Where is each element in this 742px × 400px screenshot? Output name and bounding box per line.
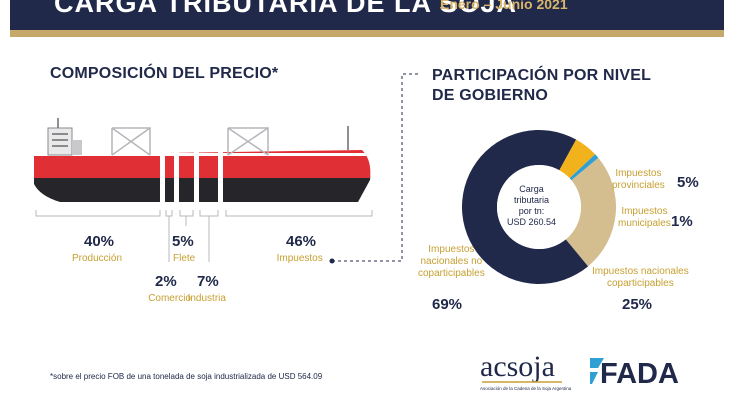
government-share-title: PARTICIPACIÓN POR NIVEL DE GOBIERNO — [432, 66, 651, 106]
donut-category-1: Impuestos provinciales — [612, 168, 665, 191]
price-value-0: 40% — [84, 233, 115, 250]
header-accent-line — [10, 30, 724, 37]
ship-hull-red — [34, 150, 371, 178]
acsoja-logo-text: acsoja — [480, 350, 555, 383]
price-value-4: 46% — [286, 233, 317, 250]
donut-slice-3 — [565, 157, 617, 267]
price-category-1: Comercio — [148, 293, 191, 304]
donut-slice-1 — [559, 139, 596, 179]
footnote: *sobre el precio FOB de una tonelada de … — [50, 372, 323, 381]
price-value-3: 7% — [197, 273, 219, 290]
donut-center-line4: USD 260.54 — [507, 217, 557, 227]
segment-brackets — [35, 210, 373, 262]
period-label: Enero – Junio 2021 — [440, 0, 568, 12]
ship-funnel — [72, 140, 82, 155]
connector-line — [332, 73, 418, 262]
price-composition-title: COMPOSICIÓN DEL PRECIO* — [50, 65, 279, 82]
fada-logo: FADA — [588, 352, 688, 397]
fada-logo-text: FADA — [600, 358, 679, 390]
donut-category-3: Impuestos nacionales coparticipables — [592, 266, 689, 289]
donut-center-line1: Carga — [519, 184, 544, 194]
donut-slice-0 — [461, 130, 589, 284]
page-title: CARGA TRIBUTARIA DE LA SOJA — [54, 0, 517, 18]
donut-center-line3: por tn: — [518, 206, 545, 216]
acsoja-logo-tagline: Asociación de la Cadena de la Soja Argen… — [480, 386, 572, 391]
donut-value-1: 5% — [677, 174, 699, 191]
price-value-2: 5% — [172, 233, 194, 250]
donut-value-2: 1% — [671, 213, 693, 230]
donut-center-line2: tributaria — [514, 195, 550, 205]
acsoja-logo: acsoja Asociación de la Cadena de la Soj… — [478, 350, 572, 400]
ship-cranes — [111, 127, 269, 156]
donut-hole — [497, 165, 581, 249]
donut-center-label: Carga tributaria por tn: USD 260.54 — [507, 184, 556, 228]
donut-category-2: Impuestos municipales — [618, 206, 671, 229]
header-bar: CARGA TRIBUTARIA DE LA SOJA Enero – Juni… — [10, 0, 724, 30]
government-share-title-line1: PARTICIPACIÓN POR NIVEL — [432, 67, 652, 84]
price-value-1: 2% — [155, 273, 177, 290]
price-category-2: Flete — [173, 253, 196, 264]
ship-bridge — [47, 127, 73, 156]
price-category-4: Impuestos — [276, 253, 323, 264]
ship-deck-line — [34, 153, 366, 156]
price-category-3: Industria — [187, 293, 226, 304]
government-share-title-line2: DE GOBIERNO — [432, 87, 548, 104]
donut-value-3: 25% — [622, 296, 653, 313]
donut-value-0: 69% — [432, 296, 463, 313]
donut-category-0: Impuestos nacionales no coparticipables — [418, 244, 485, 279]
price-category-0: Producción — [72, 253, 123, 264]
donut-slice-2 — [569, 154, 599, 181]
